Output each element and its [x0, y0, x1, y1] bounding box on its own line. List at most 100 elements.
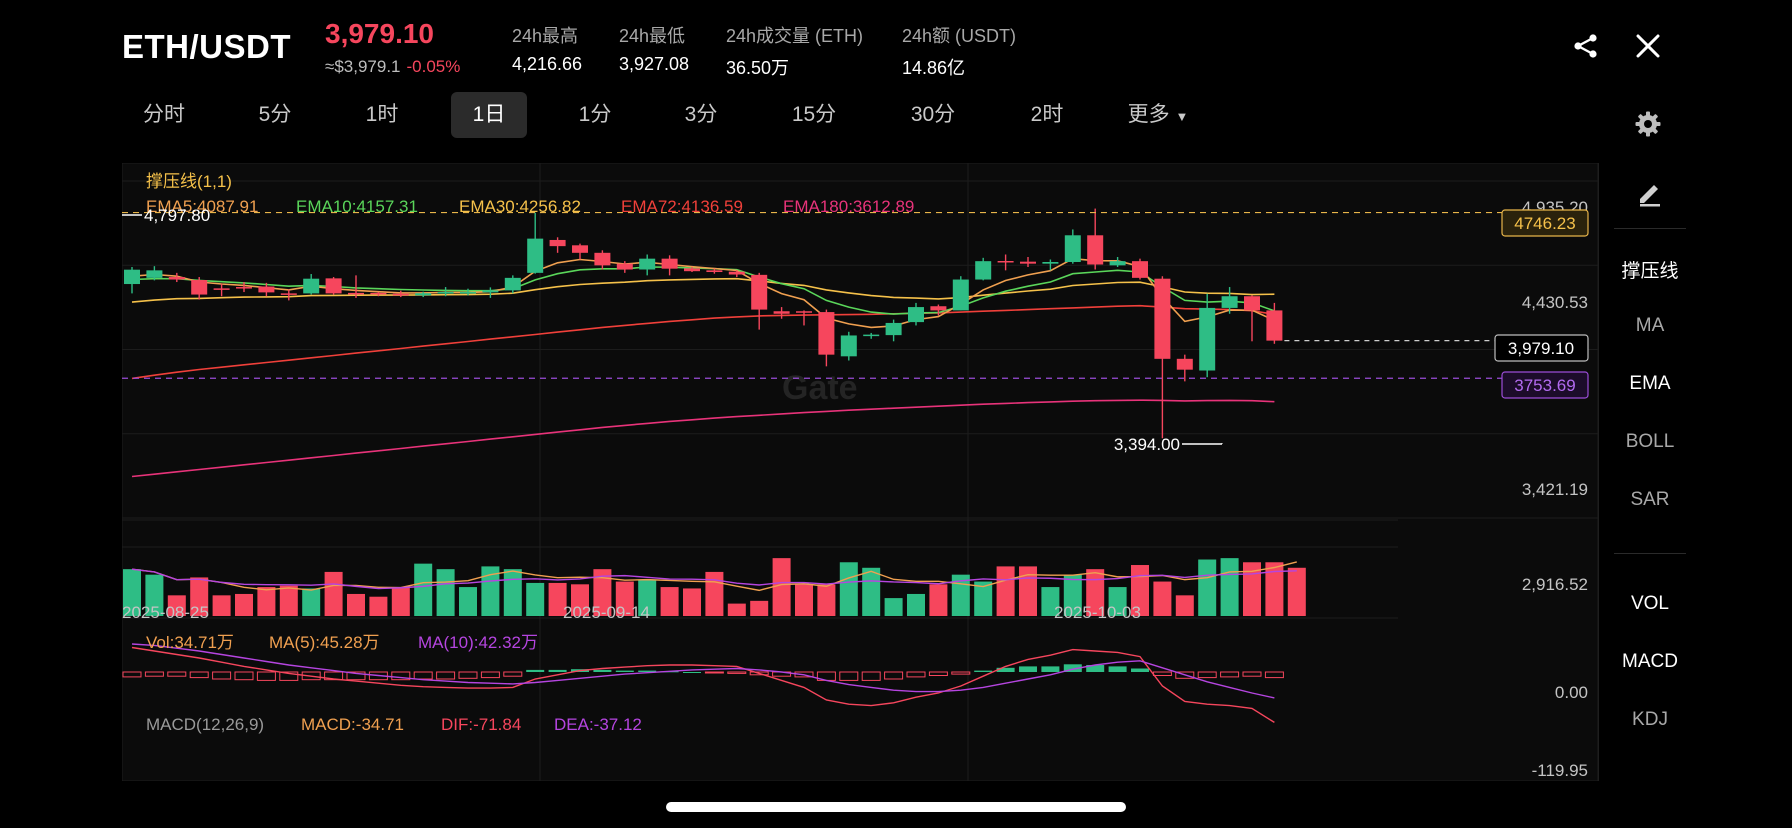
- close-icon[interactable]: [1630, 28, 1666, 64]
- macd-histogram-bar: [906, 671, 926, 678]
- volume-bar: [593, 569, 612, 616]
- volume-bar: [839, 562, 858, 616]
- macd-histogram-bar: [1019, 666, 1037, 672]
- tab-2h[interactable]: 2时: [1030, 103, 1064, 126]
- pencil-draw-icon[interactable]: [1599, 179, 1701, 213]
- volume-bar: [526, 582, 545, 616]
- tab-1h[interactable]: 1时: [365, 103, 399, 126]
- home-indicator[interactable]: [666, 802, 1126, 812]
- candle-body: [773, 311, 790, 314]
- pair-title[interactable]: ETH/USDT: [122, 28, 291, 65]
- candle-body: [415, 293, 432, 296]
- indicator-boll[interactable]: BOLL: [1625, 431, 1675, 452]
- tab-5m[interactable]: 5分: [258, 103, 292, 126]
- share-icon[interactable]: [1568, 28, 1604, 64]
- macd-histogram-bar: [212, 671, 232, 680]
- tab-1d[interactable]: 1日: [451, 92, 527, 138]
- tab-fenshi[interactable]: 分时: [143, 103, 185, 126]
- stat-value: 4,216.66: [512, 54, 583, 74]
- indicator-ema[interactable]: EMA: [1629, 373, 1671, 394]
- ema5-legend: EMA5:4087.91: [146, 197, 258, 216]
- watermark-logo: Gate: [782, 369, 858, 407]
- indicator-vol[interactable]: VOL: [1630, 593, 1670, 614]
- candle-body: [392, 293, 409, 296]
- indicator-kdj[interactable]: KDJ: [1632, 709, 1668, 730]
- volume-bar: [459, 587, 477, 616]
- macd-histogram-bar: [727, 671, 747, 674]
- macd-histogram-bar: [167, 671, 187, 677]
- candle-body: [1132, 261, 1148, 278]
- volume-bar: [705, 571, 724, 616]
- candle-body: [168, 277, 185, 280]
- volume-legend: Vol:34.71万: [146, 633, 234, 652]
- tab-1m[interactable]: 1分: [578, 103, 612, 126]
- tab-3m[interactable]: 3分: [684, 103, 718, 126]
- resistance-price-tag[interactable]: 4746.23: [1514, 214, 1575, 233]
- volume-bar: [1019, 566, 1037, 616]
- volume-bar: [347, 593, 365, 616]
- volume-bar: [683, 588, 701, 616]
- volume-bar: [884, 598, 903, 616]
- volume-bar: [1131, 565, 1149, 616]
- indicator-macd[interactable]: MACD: [1622, 651, 1678, 672]
- candle-body: [1064, 235, 1081, 262]
- candle-body: [751, 274, 768, 310]
- candle-body: [370, 292, 387, 295]
- macd-histogram-bar: [861, 671, 881, 681]
- volume-bar: [1287, 567, 1306, 616]
- macd-histogram-bar: [1063, 664, 1082, 672]
- candle-body: [661, 258, 678, 269]
- price-axis-label: 2,916.52: [1522, 575, 1588, 594]
- macd-histogram-bar: [234, 671, 254, 681]
- volume-bar: [1041, 587, 1060, 616]
- candle-body: [594, 252, 611, 266]
- macd-histogram-bar: [391, 671, 411, 681]
- macd-histogram-bar: [638, 670, 657, 672]
- macd-histogram-bar: [436, 671, 456, 680]
- volume-bar: [190, 577, 209, 616]
- price-axis-label: 3,421.19: [1522, 480, 1588, 499]
- indicator-support-resistance[interactable]: 撑压线: [1621, 261, 1679, 282]
- dea-legend: DEA:-37.12: [554, 715, 642, 734]
- volume-bar: [548, 582, 567, 616]
- macd-histogram-bar: [615, 670, 634, 672]
- candle-body: [437, 292, 454, 294]
- macd-histogram-bar: [1175, 671, 1195, 679]
- candle-body: [482, 290, 499, 293]
- candle-body: [191, 280, 208, 295]
- ema30-legend: EMA30:4256.82: [459, 197, 581, 216]
- stat-low: 24h最低 3,927.08: [619, 22, 689, 75]
- tab-more[interactable]: 更多 ▼: [1108, 92, 1208, 138]
- macd-histogram-bar: [1131, 668, 1149, 672]
- volume-bar: [1153, 581, 1172, 616]
- ema72-legend: EMA72:4136.59: [621, 197, 743, 216]
- volume-bar: [1220, 558, 1239, 616]
- candle-body: [460, 292, 476, 294]
- candle-body: [952, 279, 969, 311]
- settings-gear-icon[interactable]: [1630, 106, 1666, 142]
- volume-bar: [324, 571, 343, 616]
- indicator-ma[interactable]: MA: [1635, 315, 1665, 336]
- support-price-tag[interactable]: 3753.69: [1514, 376, 1575, 395]
- candle-body: [885, 322, 902, 336]
- volume-bar: [571, 584, 589, 616]
- macd-histogram-bar: [256, 671, 276, 681]
- candle-body: [280, 293, 297, 295]
- volume-bar: [1265, 562, 1284, 616]
- macd-histogram-bar: [122, 671, 142, 678]
- candle-body: [236, 287, 252, 289]
- volume-bar: [414, 563, 433, 616]
- tab-15m[interactable]: 15分: [791, 103, 837, 126]
- macd-histogram-bar: [189, 671, 209, 679]
- stat-label: 24h最低: [619, 26, 686, 46]
- macd-histogram-bar: [1086, 665, 1105, 672]
- tab-30m[interactable]: 30分: [910, 103, 956, 126]
- kline-chart[interactable]: Gate 撑压线(1,1) EMA5:4087.91 EMA10:4157.31…: [122, 163, 1598, 781]
- macd-histogram-bar: [839, 671, 859, 681]
- candle-body: [1020, 261, 1036, 264]
- support-resistance-legend: 撑压线(1,1): [146, 172, 232, 191]
- candle-body: [1109, 261, 1126, 266]
- indicator-sar[interactable]: SAR: [1630, 489, 1670, 510]
- ema72-line: [131, 304, 1275, 380]
- dea-line: [131, 643, 1275, 699]
